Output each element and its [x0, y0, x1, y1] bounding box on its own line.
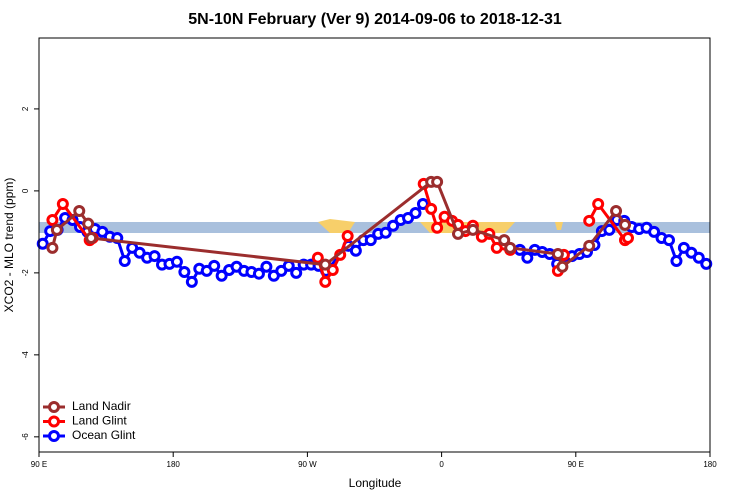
data-point	[319, 258, 332, 271]
legend-marker	[48, 430, 60, 442]
data-point	[50, 223, 63, 236]
data-point	[551, 248, 564, 261]
x-tick-label: 90 E	[568, 460, 584, 469]
legend-label: Land Glint	[72, 414, 127, 428]
data-point	[431, 221, 444, 234]
data-point	[319, 275, 332, 288]
data-point	[648, 225, 661, 238]
data-point	[379, 226, 392, 239]
data-point	[583, 214, 596, 227]
legend-label: Ocean Glint	[72, 428, 136, 442]
y-tick-label: -6	[21, 433, 30, 441]
data-point	[592, 198, 605, 211]
data-point	[252, 267, 265, 280]
y-tick-label: 2	[21, 106, 30, 111]
data-point	[603, 223, 616, 236]
data-point	[46, 241, 59, 254]
legend-marker	[48, 401, 60, 413]
plot-frame	[38, 37, 711, 453]
data-point	[466, 223, 479, 236]
data-point	[290, 266, 303, 279]
data-point	[311, 251, 324, 264]
chart-title: 5N-10N February (Ver 9) 2014-09-06 to 20…	[188, 11, 562, 28]
data-point	[364, 234, 377, 247]
data-point	[583, 239, 596, 252]
data-point	[46, 213, 59, 226]
data-point	[85, 232, 98, 245]
data-point	[692, 251, 705, 264]
data-point	[349, 244, 362, 257]
data-point	[260, 260, 273, 273]
data-point	[619, 218, 632, 231]
data-point	[700, 257, 713, 270]
data-point	[185, 275, 198, 288]
data-point	[215, 269, 228, 282]
data-point	[556, 260, 569, 273]
data-point	[73, 204, 86, 217]
data-point	[498, 234, 511, 247]
y-axis-label: XCO2 - MLO trend (ppm)	[2, 178, 16, 313]
data-point	[521, 251, 534, 264]
x-tick-label: 180	[703, 460, 717, 469]
land-patch	[318, 219, 355, 233]
x-tick-label: 90 W	[298, 460, 317, 469]
data-point	[490, 241, 503, 254]
legend-marker	[48, 415, 60, 428]
data-point	[409, 207, 422, 220]
data-point	[387, 219, 400, 232]
data-point	[148, 250, 161, 263]
data-point	[326, 264, 339, 277]
data-point	[208, 259, 221, 272]
data-point	[425, 202, 438, 215]
data-point	[621, 232, 634, 245]
data-point	[431, 175, 444, 188]
data-point	[341, 229, 354, 242]
legend-label: Land Nadir	[72, 399, 131, 413]
land-patch	[555, 222, 563, 230]
data-point	[662, 234, 675, 247]
y-tick-label: -4	[21, 351, 30, 359]
x-tick-label: 0	[439, 460, 444, 469]
data-point	[118, 254, 131, 267]
data-point	[56, 198, 69, 211]
x-axis-label: Longitude	[349, 476, 402, 490]
data-point	[670, 254, 683, 267]
data-point	[170, 255, 183, 268]
data-point	[36, 237, 49, 250]
data-point	[178, 266, 191, 279]
data-point	[610, 204, 623, 217]
y-tick-label: 0	[21, 188, 30, 193]
x-tick-label: 90 E	[31, 460, 47, 469]
x-tick-label: 180	[167, 460, 181, 469]
data-point	[416, 198, 429, 211]
data-point	[82, 217, 95, 230]
data-point	[504, 241, 517, 254]
data-point	[452, 227, 465, 240]
y-tick-label: -2	[21, 269, 30, 277]
